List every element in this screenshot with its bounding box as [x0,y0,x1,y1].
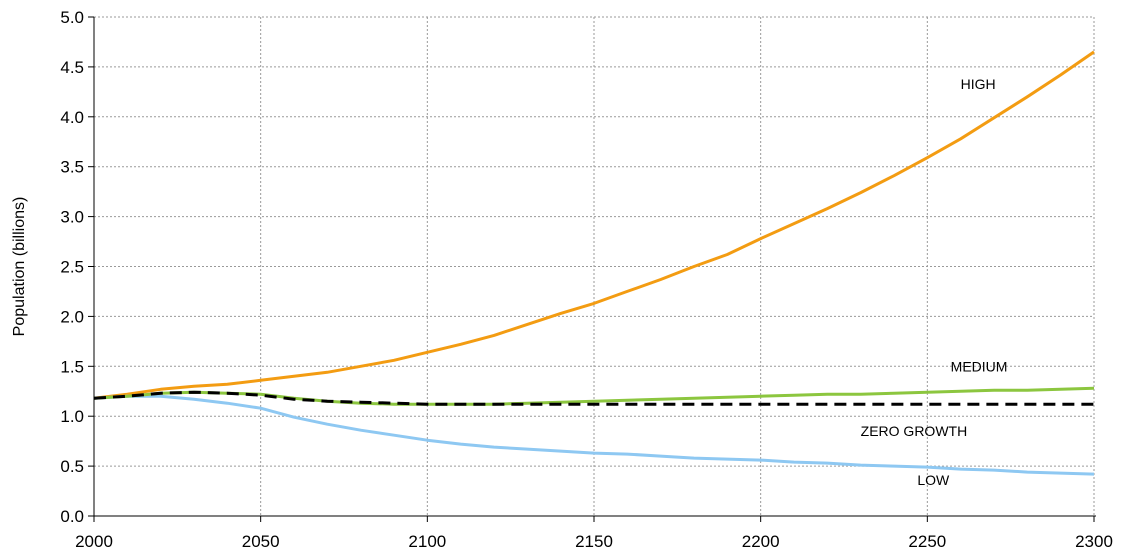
x-tick-label: 2300 [1075,532,1113,551]
series-label-medium: MEDIUM [951,358,1008,374]
x-tick-label: 2100 [408,532,446,551]
series-line-low [93,394,1095,476]
series-label-low: LOW [917,472,950,488]
x-tick-label: 2050 [242,532,280,551]
series-line-zero-growth [93,390,1094,406]
y-axis-title: Population (billions) [11,197,28,337]
y-tick-label: 0.0 [60,507,84,526]
series-line-high [93,50,1095,400]
tick-labels: 0.0 0.5 1.0 1.5 2.0 2.5 3.0 3.5 4.0 4.5 5.0 2000 205… [60,8,1113,551]
y-tick-label: 0.5 [60,457,84,476]
axes [88,16,1096,522]
x-tick-label: 2150 [575,532,613,551]
y-tick-label: 1.5 [60,357,84,376]
series-lines [93,50,1095,476]
y-tick-label: 3.0 [60,208,84,227]
grid [94,16,1095,516]
x-tick-label: 2200 [742,532,780,551]
y-tick-label: 4.0 [60,108,84,127]
series-line-medium [93,386,1095,406]
y-tick-label: 5.0 [60,8,84,27]
x-tick-label: 2250 [908,532,946,551]
x-tick-label: 2000 [75,532,113,551]
y-tick-label: 3.5 [60,158,84,177]
y-tick-label: 2.0 [60,307,84,326]
series-annotations: HIGH MEDIUM ZERO GROWTH LOW [861,76,1008,488]
series-label-zero-growth: ZERO GROWTH [861,423,968,439]
y-tick-label: 2.5 [60,258,84,277]
y-tick-label: 4.5 [60,58,84,77]
y-tick-label: 1.0 [60,407,84,426]
series-label-high: HIGH [961,76,996,92]
